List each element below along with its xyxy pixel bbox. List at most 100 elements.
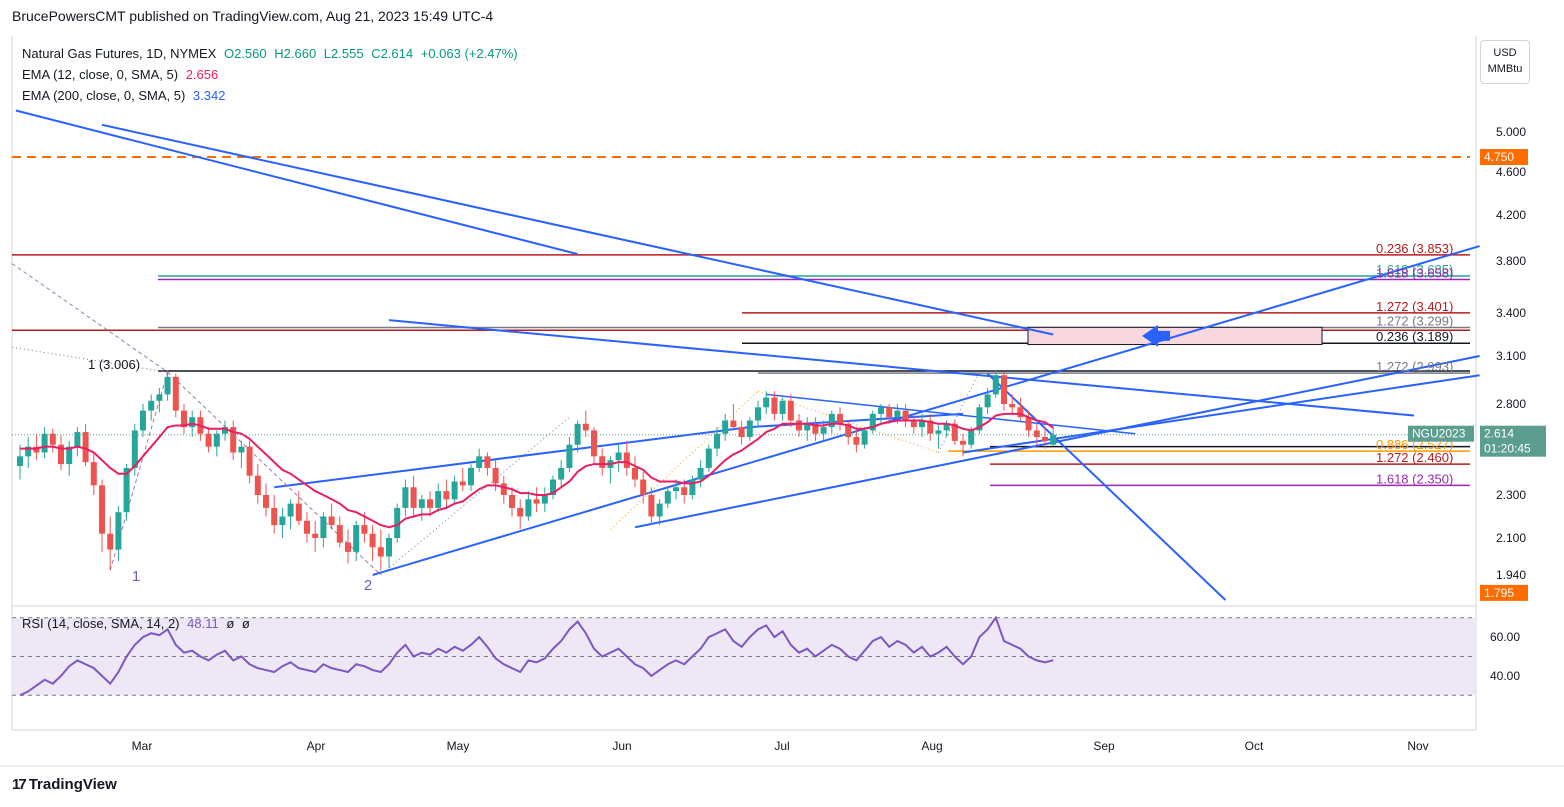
candle-body [853,437,860,445]
y-tick-label: 2.100 [1496,531,1526,545]
candle-body [1050,434,1057,445]
candle-body [254,475,261,495]
fib-label: 1.618 (3.658) [1376,265,1453,280]
candle-body [328,516,335,526]
candle-body [312,533,319,538]
candle-body [886,407,893,418]
price-tag-4750 [1480,149,1528,165]
rsi-label: RSI (14, close, SMA, 14, 2) [22,616,180,631]
candle-body [115,512,122,550]
wave-helper-line [11,263,168,373]
tradingview-brand: TradingView [28,776,117,793]
candle-body [722,420,729,434]
candle-body [410,487,417,508]
candle-body [443,491,450,500]
candle-body [541,495,548,504]
candle-body [222,427,228,434]
candle-body [664,491,671,504]
currency-label: USD [1493,47,1517,59]
high-value: H2.660 [274,46,317,61]
y-tick-label: 2.300 [1496,488,1526,502]
currency-unit-button[interactable]: USD MMBtu [1480,40,1530,84]
candle-body [451,481,458,500]
candle-body [230,427,237,453]
last-price-tag-text: 2.614 [1484,427,1514,441]
candle-body [238,446,245,453]
candle-body [984,394,991,408]
candle-body [123,467,130,513]
price-tag-1795 [1480,584,1528,601]
fib-label: 1.272 (2.993) [1376,359,1453,374]
trendline [101,123,1054,336]
ema12-legend[interactable]: EMA (12, close, 0, SMA, 5) 2.656 [22,67,222,82]
candle-body [304,520,310,534]
ema200-legend[interactable]: EMA (200, close, 0, SMA, 5) 3.342 [22,88,229,103]
rsi-line [19,615,1054,697]
candle-body [615,452,622,461]
candle-body [49,433,56,445]
candle-body [484,456,491,468]
rsi-value: 48.11 [187,616,219,631]
candle-body [66,446,73,465]
candle-body [213,433,220,447]
candle-body [992,375,999,395]
candle-body [386,538,392,557]
candle-body [632,467,638,480]
candle-body [623,452,630,468]
candle-body [558,467,565,480]
rsi-extra-2: ø [241,616,250,631]
candle-body [435,491,442,508]
candle-body [910,420,917,428]
candle-body [566,444,573,468]
candle-body [550,479,556,495]
fib-label: 0.236 (3.189) [1376,329,1453,344]
candle-body [869,413,876,431]
price-tag-1795-text: 1.795 [1484,586,1514,600]
candle-body [861,430,868,445]
candle-body [894,410,901,418]
tradingview-logo-icon: 17 [12,776,27,793]
x-tick-label: Aug [921,739,942,753]
ema12-line [20,412,1054,529]
candle-body [492,467,499,484]
candle-body [263,495,269,508]
trendline [372,245,1480,576]
candle-body [107,533,114,550]
x-tick-label: Oct [1245,739,1264,753]
candle-body [517,507,524,517]
candle-body [681,487,688,495]
candle-body [771,397,778,414]
candle-body [599,456,606,468]
candle-body [476,456,483,468]
rsi-legend[interactable]: RSI (14, close, SMA, 14, 2) 48.11 ø ø [22,616,254,631]
candle-body [705,448,712,468]
candle-body [648,495,655,517]
fib-label: 1 (3.006) [88,357,140,372]
candle-body [369,533,376,548]
wave-label: 2 [364,577,372,594]
symbol-name[interactable]: Natural Gas Futures, 1D, NYMEX [22,46,217,61]
publisher-header: BrucePowersCMT published on TradingView.… [12,8,494,24]
candle-body [1009,404,1016,408]
candle-body [689,479,696,495]
x-tick-label: Jul [774,739,789,753]
candle-body [533,499,540,504]
x-tick-label: Nov [1407,739,1428,753]
y-tick-label: 5.000 [1496,125,1526,139]
tradingview-logo[interactable]: 17 TradingView [12,776,117,793]
fib-label: 1.272 (3.299) [1376,313,1453,328]
candle-body [1025,417,1032,431]
candle-body [640,479,647,495]
candle-body [172,376,179,411]
ema200-label: EMA (200, close, 0, SMA, 5) [22,88,186,103]
candle-body [673,487,679,492]
candle-body [468,467,474,486]
candle-body [353,525,360,552]
candle-body [181,410,187,428]
candle-body [74,432,81,447]
candle-body [960,440,966,445]
candle-body [828,413,835,428]
candle-body [935,430,942,434]
unit-label: MMBtu [1487,63,1523,75]
